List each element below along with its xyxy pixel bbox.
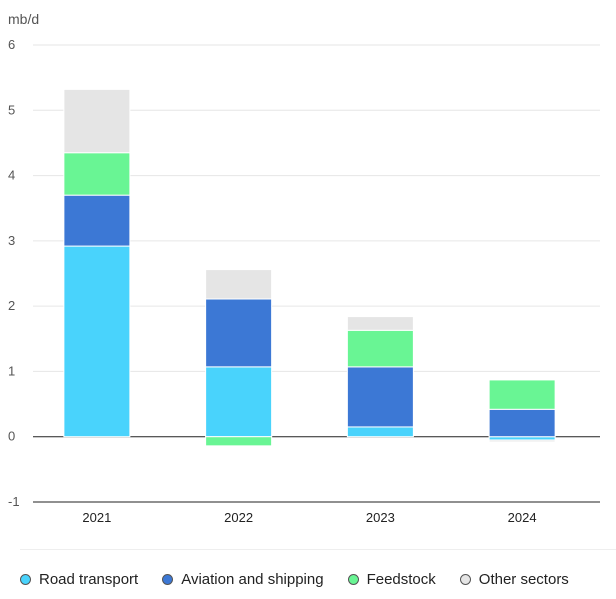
legend-item-feedstock[interactable]: Feedstock (347, 570, 436, 588)
legend-dot-icon (162, 573, 174, 585)
legend-item-aviation-and-shipping[interactable]: Aviation and shipping (162, 570, 324, 588)
bars (63, 88, 556, 447)
bar-aviation-and-shipping-2022 (205, 298, 273, 368)
bar-other-sectors-2023 (346, 316, 414, 331)
legend-label: Feedstock (366, 570, 436, 588)
legend-dot-icon (20, 573, 31, 585)
legend-label: Other sectors (478, 570, 569, 588)
bar-feedstock-2022 (205, 436, 273, 447)
bar-aviation-and-shipping-2024 (488, 408, 556, 438)
legend-dot-icon (459, 573, 471, 585)
bar-aviation-and-shipping-2023 (346, 366, 414, 428)
y-tick-label: 5 (8, 102, 15, 117)
chart: mb/d 6 5 4 3 2 1 0 -1 2021 2022 2023 2024 (8, 11, 600, 525)
y-tick-label: 0 (8, 429, 15, 444)
y-tick-label: 4 (8, 168, 15, 183)
y-tick-labels: 6 5 4 3 2 1 0 -1 (8, 37, 20, 509)
bar-aviation-and-shipping-2021 (63, 194, 131, 247)
legend-dot-icon (347, 573, 359, 585)
bar-road-transport-2021 (63, 245, 131, 438)
bar-other-sectors-2024 (488, 439, 556, 443)
y-tick-label: -1 (8, 494, 20, 509)
x-tick-labels: 2021 2022 2023 2024 (82, 510, 536, 525)
bar-other-sectors-2021 (63, 88, 131, 154)
x-tick-label: 2021 (82, 510, 111, 525)
x-tick-label: 2024 (508, 510, 537, 525)
legend-separator (20, 549, 616, 550)
y-tick-label: 1 (8, 363, 15, 378)
unit-label: mb/d (8, 11, 39, 27)
bar-road-transport-2022 (205, 366, 273, 438)
bar-road-transport-2023 (346, 426, 414, 438)
y-tick-label: 6 (8, 37, 15, 52)
legend: Road transport Aviation and shipping Fee… (0, 562, 616, 596)
legend-label: Aviation and shipping (181, 570, 324, 588)
bar-feedstock-2023 (346, 329, 414, 368)
legend-item-road-transport[interactable]: Road transport (20, 571, 138, 588)
bar-feedstock-2024 (488, 379, 556, 410)
legend-item-other-sectors[interactable]: Other sectors (459, 570, 569, 588)
y-tick-label: 3 (8, 233, 15, 248)
legend-label: Road transport (39, 570, 139, 588)
x-tick-label: 2023 (366, 510, 395, 525)
bar-feedstock-2021 (63, 152, 131, 196)
bar-other-sectors-2022 (205, 269, 273, 300)
y-tick-label: 2 (8, 298, 15, 313)
x-tick-label: 2022 (224, 510, 253, 525)
